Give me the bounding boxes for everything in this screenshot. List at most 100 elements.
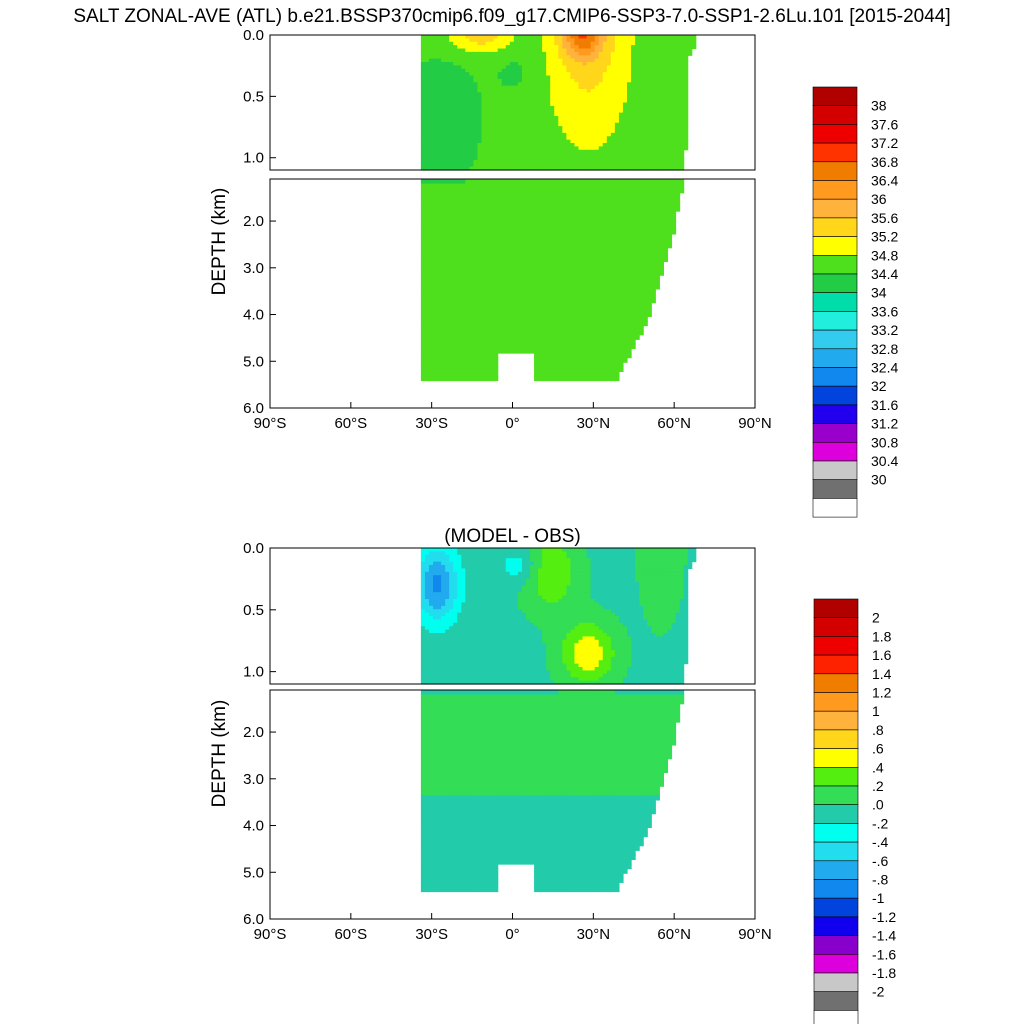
field-cell: [437, 293, 442, 299]
field-cell: [477, 256, 483, 263]
field-cell: [485, 224, 491, 230]
field-cell: [433, 126, 438, 131]
field-cell: [546, 105, 551, 110]
field-cell: [594, 270, 600, 276]
field-cell: [521, 85, 527, 90]
field-cell: [521, 192, 527, 198]
field-cell: [453, 375, 458, 382]
field-cell: [546, 41, 551, 46]
field-cell: [505, 183, 511, 189]
field-cell: [469, 320, 475, 327]
field-cell: [622, 316, 628, 322]
field-cell: [457, 252, 462, 258]
field-cell: [574, 156, 580, 161]
field-cell: [445, 224, 450, 230]
field-cell: [610, 65, 616, 70]
field-cell: [493, 45, 499, 50]
field-cell: [590, 156, 596, 161]
field-cell: [618, 348, 624, 354]
field-cell: [465, 238, 470, 244]
field-cell: [594, 45, 600, 50]
field-cell: [530, 78, 535, 83]
field-cell: [509, 293, 515, 299]
field-cell: [485, 247, 491, 253]
field-cell: [534, 256, 539, 263]
field-cell: [437, 284, 442, 290]
field-cell: [489, 89, 495, 93]
field-cell: [550, 149, 555, 154]
field-cell: [424, 136, 430, 141]
field-cell: [554, 143, 559, 147]
field-cell: [517, 215, 523, 221]
field-cell: [493, 215, 499, 221]
field-cell: [457, 183, 462, 189]
field-cell: [558, 109, 563, 114]
field-cell: [501, 233, 507, 240]
field-cell: [566, 284, 572, 290]
field-cell: [598, 325, 604, 331]
field-cell: [469, 334, 475, 340]
field-cell: [481, 206, 487, 212]
field-cell: [614, 72, 620, 77]
field-cell: [570, 153, 576, 158]
field-cell: [627, 261, 632, 267]
field-cell: [550, 201, 555, 208]
field-cell: [542, 371, 547, 377]
field-cell: [420, 371, 426, 377]
field-cell: [578, 183, 584, 189]
field-cell: [509, 302, 515, 308]
field-cell: [586, 82, 592, 87]
field-cell: [420, 220, 426, 226]
field-cell: [538, 179, 543, 185]
field-cell: [461, 75, 466, 80]
field-cell: [550, 35, 555, 39]
field-cell: [538, 206, 543, 212]
field-cell: [606, 149, 612, 154]
field-cell: [517, 192, 523, 198]
field-cell: [622, 302, 628, 308]
field-cell: [530, 95, 535, 100]
field-cell: [542, 353, 547, 359]
field-cell: [509, 320, 515, 327]
field-cell: [566, 109, 572, 114]
field-cell: [481, 105, 487, 110]
field-cell: [489, 68, 495, 73]
field-cell: [574, 55, 580, 60]
field-cell: [437, 149, 442, 154]
field-cell: [525, 132, 531, 137]
field-cell: [485, 201, 491, 208]
field-cell: [627, 229, 632, 235]
field-cell: [465, 72, 470, 77]
field-cell: [550, 284, 555, 290]
field-cell: [602, 233, 608, 240]
field-cell: [554, 362, 559, 368]
field-cell: [497, 243, 503, 249]
field-cell: [445, 75, 450, 80]
field-cell: [493, 211, 499, 217]
field-cell: [461, 119, 466, 124]
field-cell: [546, 215, 551, 221]
field-cell: [546, 149, 551, 154]
field-cell: [590, 279, 596, 285]
field-cell: [481, 119, 487, 124]
field-cell: [481, 179, 487, 185]
field-cell: [453, 316, 458, 322]
field-cell: [497, 261, 503, 267]
field-cell: [590, 229, 596, 235]
field-cell: [501, 38, 507, 43]
field-cell: [631, 311, 636, 317]
field-cell: [602, 55, 608, 60]
field-cell: [469, 48, 475, 53]
field-cell: [453, 284, 458, 290]
field-cell: [562, 307, 567, 313]
field-cell: [578, 99, 584, 104]
field-cell: [610, 68, 616, 73]
field-cell: [493, 146, 499, 151]
field-cell: [521, 35, 527, 39]
field-cell: [598, 330, 604, 336]
field-cell: [582, 279, 588, 285]
field-cell: [469, 233, 475, 240]
field-cell: [610, 229, 616, 235]
field-cell: [582, 136, 588, 141]
field-cell: [497, 320, 503, 327]
